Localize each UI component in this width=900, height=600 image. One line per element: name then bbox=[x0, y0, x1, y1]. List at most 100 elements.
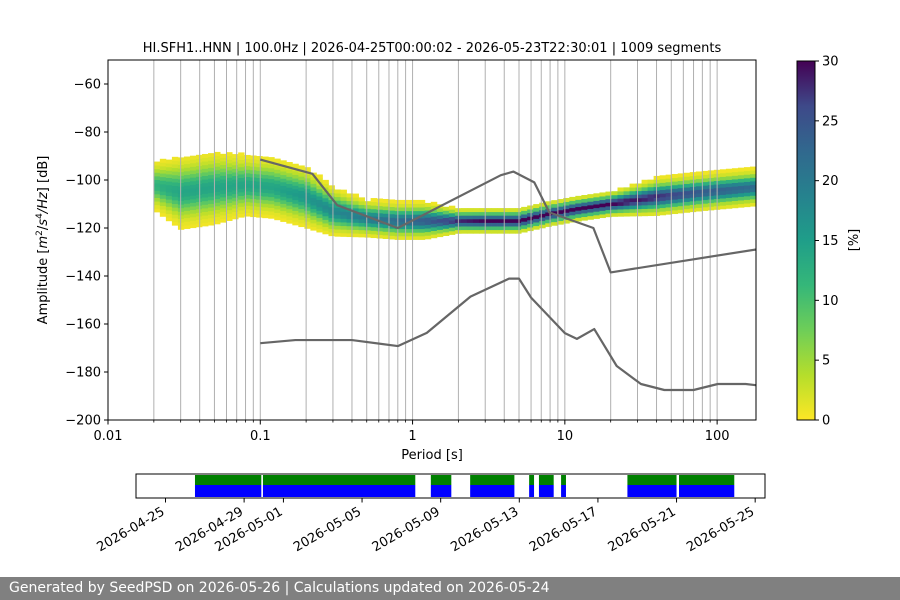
heatmap-cell bbox=[340, 211, 347, 216]
heatmap-cell bbox=[737, 178, 745, 183]
heatmap-cell bbox=[448, 220, 456, 225]
heatmap-cell bbox=[707, 199, 715, 204]
heatmap-cell bbox=[153, 161, 161, 166]
heatmap-cell bbox=[412, 232, 420, 237]
heatmap-cell bbox=[575, 213, 582, 218]
heatmap-cell bbox=[153, 175, 161, 180]
heatmap-cell bbox=[677, 180, 685, 185]
heatmap-cell bbox=[737, 203, 745, 208]
heatmap-cell bbox=[617, 212, 624, 217]
heatmap-cell bbox=[388, 199, 396, 204]
heatmap-cell bbox=[292, 188, 299, 193]
heatmap-cell bbox=[485, 215, 492, 220]
heatmap-cell bbox=[485, 211, 492, 216]
heatmap-cell bbox=[274, 216, 281, 221]
heatmap-cell bbox=[220, 157, 227, 162]
heatmap-cell bbox=[226, 173, 233, 178]
heatmap-cell bbox=[677, 202, 685, 207]
heatmap-cell bbox=[292, 217, 299, 222]
heatmap-cell bbox=[497, 211, 504, 216]
heatmap-cell bbox=[418, 221, 426, 226]
heatmap-cell bbox=[412, 207, 420, 212]
heatmap-cell bbox=[400, 217, 408, 222]
heatmap-cell bbox=[280, 160, 287, 165]
heatmap-cell bbox=[400, 207, 408, 212]
heatmap-cell bbox=[304, 217, 311, 222]
heatmap-cell bbox=[304, 167, 311, 172]
heatmap-cell bbox=[232, 157, 239, 162]
heatmap-cell bbox=[707, 195, 715, 200]
heatmap-cell bbox=[617, 187, 624, 192]
footer-bar: Generated by SeedPSD on 2026-05-26 | Cal… bbox=[0, 577, 900, 600]
timeline-segment-bottom bbox=[538, 485, 554, 497]
heatmap-cell bbox=[719, 201, 727, 206]
heatmap-cell bbox=[256, 206, 263, 211]
heatmap-cell bbox=[328, 185, 335, 190]
heatmap-cell bbox=[695, 193, 703, 198]
heatmap-cell bbox=[262, 170, 269, 175]
heatmap-cell bbox=[418, 225, 426, 230]
heatmap-cell bbox=[472, 211, 480, 216]
heatmap-cell bbox=[647, 183, 655, 188]
heatmap-cell bbox=[737, 200, 745, 205]
heatmap-cell bbox=[286, 216, 293, 221]
heatmap-cell bbox=[460, 226, 468, 231]
heatmap-cell bbox=[286, 212, 293, 217]
heatmap-cell bbox=[226, 170, 233, 175]
heatmap-cell bbox=[202, 161, 209, 166]
heatmap-cell bbox=[165, 188, 173, 193]
heatmap-cell bbox=[153, 186, 161, 191]
heatmap-cell bbox=[274, 209, 281, 213]
timeline-segment-bottom bbox=[470, 485, 515, 497]
heatmap-cell bbox=[671, 188, 679, 193]
heatmap-cell bbox=[515, 211, 522, 216]
heatmap-cell bbox=[641, 197, 649, 202]
heatmap-cell bbox=[406, 221, 414, 226]
heatmap-cell bbox=[701, 181, 709, 186]
heatmap-cell bbox=[256, 202, 263, 207]
heatmap-cell bbox=[232, 154, 239, 159]
heatmap-cell bbox=[220, 200, 227, 205]
heatmap-cell bbox=[731, 168, 739, 173]
heatmap-cell bbox=[725, 193, 733, 198]
heatmap-cell bbox=[292, 174, 299, 179]
heatmap-cell bbox=[689, 172, 697, 177]
heatmap-cell bbox=[183, 167, 191, 172]
heatmap-cell bbox=[159, 176, 167, 181]
heatmap-cell bbox=[707, 206, 715, 211]
heatmap-cell bbox=[214, 209, 221, 214]
heatmap-cell bbox=[400, 221, 408, 226]
heatmap-cell bbox=[352, 226, 359, 230]
heatmap-cell bbox=[472, 222, 480, 227]
heatmap-cell bbox=[183, 181, 191, 186]
heatmap-cell bbox=[617, 198, 624, 203]
heatmap-cell bbox=[189, 170, 197, 175]
heatmap-cell bbox=[183, 196, 191, 201]
heatmap-cell bbox=[545, 212, 552, 217]
heatmap-cell bbox=[238, 159, 245, 164]
heatmap-cell bbox=[334, 193, 341, 198]
heatmap-cell bbox=[647, 190, 655, 195]
heatmap-cell bbox=[737, 185, 745, 190]
heatmap-cell bbox=[539, 209, 546, 214]
heatmap-cell bbox=[611, 209, 618, 214]
heatmap-cell bbox=[153, 201, 161, 206]
heatmap-cell bbox=[208, 221, 215, 226]
heatmap-cell bbox=[412, 199, 420, 204]
heatmap-cell bbox=[238, 152, 245, 157]
heatmap-cell bbox=[406, 232, 414, 237]
timeline-segment-bottom bbox=[627, 485, 677, 497]
heatmap-cell bbox=[171, 189, 179, 194]
heatmap-cell bbox=[238, 213, 245, 218]
y-tick-label: −60 bbox=[74, 78, 101, 93]
heatmap-cell bbox=[183, 221, 191, 226]
heatmap-cell bbox=[364, 233, 372, 238]
heatmap-cell bbox=[448, 205, 456, 210]
heatmap-cell bbox=[274, 201, 281, 206]
heatmap-cell bbox=[719, 180, 727, 185]
heatmap-cell bbox=[280, 199, 287, 204]
heatmap-cell bbox=[208, 185, 215, 190]
heatmap-cell bbox=[220, 164, 227, 169]
heatmap-cell bbox=[521, 206, 528, 211]
